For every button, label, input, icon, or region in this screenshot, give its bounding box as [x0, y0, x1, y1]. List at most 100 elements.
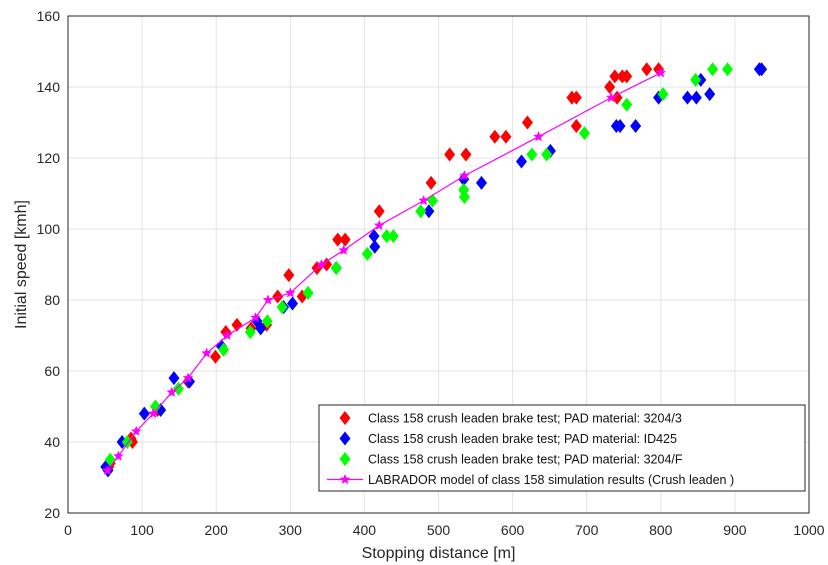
x-axis-label: Stopping distance [m] [362, 545, 516, 562]
series-3-point [276, 300, 288, 315]
series-4-point [373, 219, 385, 231]
series-3-point [302, 285, 314, 300]
series-3-point [458, 190, 470, 205]
series-3-point [361, 246, 373, 261]
x-tick-label: 0 [64, 522, 72, 538]
series-1-point [339, 232, 351, 247]
series-4-point [284, 287, 296, 298]
series-1-point [283, 268, 295, 283]
x-tick-label: 700 [575, 522, 599, 538]
legend-item: Class 158 crush leaden brake test; PAD m… [339, 431, 677, 446]
series-3-point [218, 342, 230, 357]
series-2-point [704, 87, 716, 102]
series-3-point [387, 229, 399, 244]
series-3-point [721, 62, 733, 77]
x-tick-label: 1000 [793, 522, 824, 538]
series-3 [104, 62, 733, 467]
series-4-point [130, 425, 142, 436]
series-2-point [630, 119, 642, 134]
series-3-point [261, 314, 273, 329]
series-3-point [657, 87, 669, 102]
y-tick-label: 160 [37, 8, 61, 24]
series-4-point [221, 329, 233, 341]
series-1-point [611, 90, 623, 105]
x-tick-label: 800 [649, 522, 673, 538]
series-1-point [209, 349, 221, 364]
series-3-point [690, 72, 702, 87]
y-tick-label: 60 [44, 363, 60, 379]
series-2-point [756, 62, 768, 77]
series-4-point [459, 170, 470, 181]
y-tick-labels: 20 40 60 80 100 120 140 160 [37, 8, 61, 521]
series-2-point [681, 90, 693, 105]
y-tick-label: 20 [44, 505, 60, 521]
legend-label: Class 158 crush leaden brake test; PAD m… [368, 432, 677, 446]
series-4-point [147, 407, 159, 419]
series-2-point [168, 371, 180, 386]
series-4-point [533, 131, 544, 142]
series-4 [101, 67, 667, 475]
series-3-point [541, 147, 553, 162]
x-tick-label: 400 [353, 522, 377, 538]
legend-marker [339, 473, 351, 485]
legend-box [318, 404, 806, 492]
series-4-point [655, 67, 667, 78]
legend-marker [339, 431, 351, 446]
series-1-point [444, 147, 456, 162]
legend-label: Class 158 crush leaden brake test; PAD m… [368, 453, 683, 467]
legend-item: Class 158 crush leaden brake test; PAD m… [339, 452, 683, 467]
series-4-point [418, 194, 430, 206]
series-1-point [570, 90, 582, 105]
x-tick-label: 900 [723, 522, 747, 538]
legend-item: LABRADOR model of class 158 simulation r… [327, 473, 734, 487]
series-4-point [182, 372, 194, 383]
y-tick-label: 120 [37, 150, 61, 166]
series-2-point [368, 229, 380, 244]
series-1-point [460, 147, 472, 162]
series-1-point [641, 62, 653, 77]
series-2-point [287, 296, 299, 311]
series-1-point [489, 129, 501, 144]
y-tick-label: 80 [44, 292, 60, 308]
series-3-point [578, 126, 590, 141]
series-3-point [707, 62, 719, 77]
y-tick-label: 40 [44, 434, 60, 450]
plot-border [67, 15, 810, 514]
series-3-point [621, 97, 633, 112]
legend-item: Class 158 crush leaden brake test; PAD m… [339, 411, 682, 426]
x-tick-label: 600 [501, 522, 525, 538]
series-2-point [369, 239, 381, 254]
series-4-point [338, 244, 350, 255]
series-1-point [570, 119, 582, 134]
series-4-point [250, 312, 261, 323]
series-1-point [500, 129, 512, 144]
series-3-point [381, 229, 393, 244]
series-3-point [526, 147, 538, 162]
series-1-point [609, 69, 621, 84]
x-tick-labels: 0 100 200 300 400 500 600 700 800 900 1000 [64, 522, 825, 538]
legend-label: LABRADOR model of class 158 simulation r… [368, 473, 734, 487]
x-tick-label: 200 [205, 522, 229, 538]
series-1-point [621, 69, 633, 84]
y-axis-label: Initial speed [kmh] [13, 200, 30, 329]
series-2-point [423, 204, 435, 219]
series-2-point [138, 406, 150, 421]
series-2-point [255, 321, 267, 336]
series-1-point [604, 80, 616, 94]
series-3-point [415, 204, 427, 219]
series-1-point [332, 232, 344, 247]
legend: Class 158 crush leaden brake test; PAD m… [318, 404, 806, 492]
series-3-point [121, 435, 133, 449]
series-4-point [262, 294, 274, 305]
series-3-point [172, 381, 184, 396]
x-tick-label: 100 [130, 522, 154, 538]
series-2-point [690, 90, 702, 105]
series-2-point [515, 154, 527, 169]
legend-label: Class 158 crush leaden brake test; PAD m… [368, 412, 682, 426]
series-4-point [201, 347, 212, 358]
y-tick-label: 100 [37, 221, 61, 237]
series-1-point [373, 204, 385, 219]
x-tick-label: 300 [279, 522, 303, 538]
series-2-point [614, 119, 626, 134]
series-4-point [316, 258, 327, 270]
